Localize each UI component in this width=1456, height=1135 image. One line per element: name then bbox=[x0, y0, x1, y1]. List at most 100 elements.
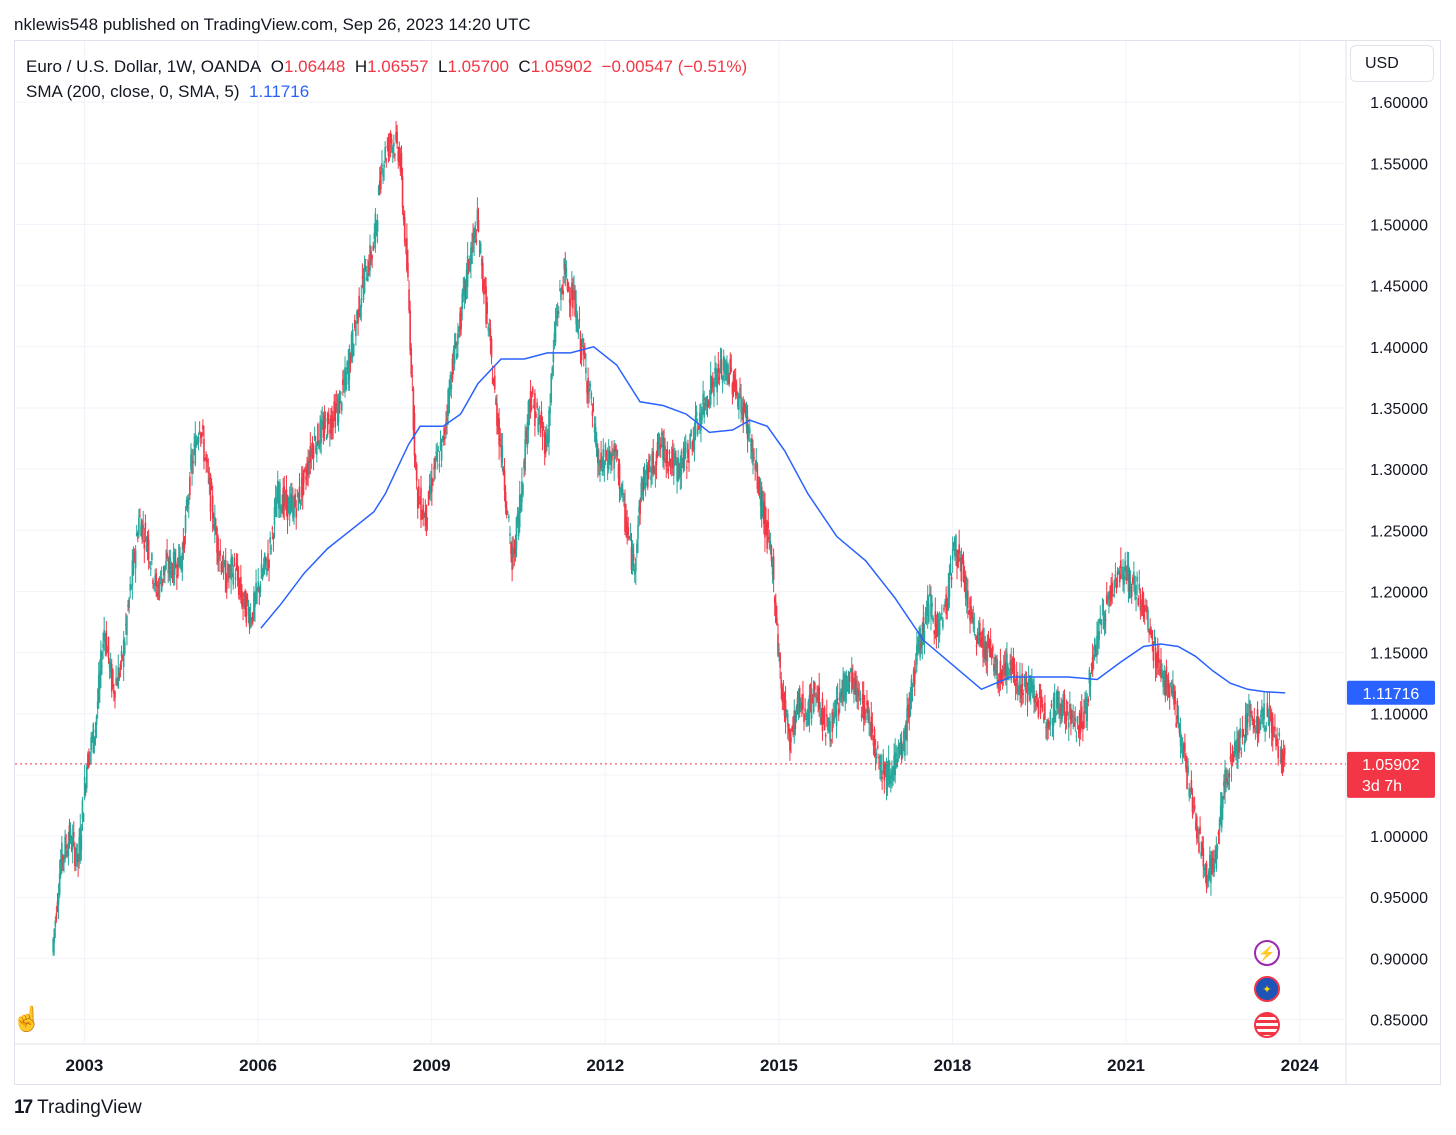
price-candle-body bbox=[668, 451, 671, 454]
price-candle-body bbox=[775, 602, 777, 623]
eu-flag-icon[interactable]: ✦ bbox=[1254, 976, 1280, 1002]
price-candle-body bbox=[151, 553, 153, 560]
price-candle-body bbox=[309, 445, 312, 464]
price-candle-body bbox=[1179, 730, 1182, 747]
price-candle-body bbox=[1063, 694, 1066, 714]
price-candle-body bbox=[1273, 734, 1275, 738]
price-candle-body bbox=[127, 604, 129, 607]
tradingview-logo[interactable]: 17 TradingView bbox=[14, 1097, 142, 1119]
price-candle-body bbox=[184, 514, 187, 534]
price-candle-body bbox=[220, 562, 223, 573]
price-candle-body bbox=[109, 661, 112, 673]
price-candle-body bbox=[266, 568, 268, 575]
price-tick-label: 1.55000 bbox=[1370, 156, 1428, 173]
price-candle-body bbox=[171, 570, 174, 580]
price-candle-body bbox=[606, 461, 609, 469]
price-candle-body bbox=[742, 407, 745, 424]
price-candle-body bbox=[92, 723, 95, 753]
legend-row-sma: SMA (200, close, 0, SMA, 5) 1.11716 bbox=[26, 79, 747, 104]
price-candle-body bbox=[692, 438, 695, 443]
price-candle-body bbox=[677, 457, 679, 481]
price-candle-body bbox=[422, 504, 424, 519]
price-candle-body bbox=[1073, 722, 1075, 727]
price-candle-body bbox=[94, 729, 97, 733]
price-candle-body bbox=[87, 753, 89, 770]
price-candle-body bbox=[578, 319, 581, 321]
price-tick-label: 1.30000 bbox=[1370, 462, 1428, 479]
price-candle-body bbox=[920, 642, 923, 649]
price-candle-body bbox=[1148, 631, 1150, 633]
price-candle-body bbox=[409, 310, 411, 351]
price-candle-body bbox=[131, 560, 134, 586]
lightning-event-icon[interactable]: ⚡ bbox=[1254, 940, 1280, 966]
legend-symbol[interactable]: Euro / U.S. Dollar, 1W, OANDA bbox=[26, 57, 262, 76]
price-candle-body bbox=[1134, 575, 1136, 595]
price-candle-body bbox=[466, 255, 469, 287]
price-candle-body bbox=[885, 766, 888, 790]
price-candle-body bbox=[191, 456, 193, 474]
price-candle-body bbox=[756, 464, 759, 489]
price-candle-body bbox=[636, 543, 638, 554]
price-candle-body bbox=[1268, 705, 1271, 725]
price-candle-body bbox=[106, 650, 109, 653]
price-candle-body bbox=[883, 763, 886, 781]
price-candle-body bbox=[789, 732, 791, 751]
price-candle-body bbox=[719, 360, 722, 370]
price-candle-body bbox=[585, 367, 587, 374]
price-candle-body bbox=[1239, 728, 1242, 738]
price-candle-body bbox=[375, 221, 378, 230]
price-candle-body bbox=[995, 657, 997, 662]
price-candle-body bbox=[989, 639, 992, 658]
price-candle-body bbox=[233, 557, 236, 565]
price-candle-body bbox=[860, 714, 863, 718]
price-candle-body bbox=[1192, 807, 1195, 810]
price-candle-body bbox=[593, 423, 596, 433]
price-candle-body bbox=[434, 457, 436, 469]
price-candle-body bbox=[976, 632, 979, 644]
price-candle-body bbox=[236, 565, 239, 581]
price-candle-body bbox=[502, 468, 505, 475]
currency-button[interactable]: USD bbox=[1350, 45, 1434, 82]
price-candle-body bbox=[1039, 696, 1042, 715]
price-candle-body bbox=[757, 486, 760, 488]
price-candle-body bbox=[219, 550, 222, 556]
price-candle-body bbox=[1276, 737, 1278, 745]
price-candle-body bbox=[432, 484, 434, 486]
price-tick-label: 1.10000 bbox=[1370, 707, 1428, 724]
price-candle-body bbox=[132, 552, 135, 575]
price-candle-body bbox=[797, 692, 800, 706]
us-flag-icon[interactable] bbox=[1254, 1012, 1280, 1038]
price-candle-body bbox=[1041, 703, 1044, 712]
price-candle-body bbox=[1065, 712, 1068, 721]
price-candle-body bbox=[190, 454, 192, 470]
price-candles bbox=[52, 121, 1286, 957]
price-candle-body bbox=[376, 220, 379, 232]
price-candle-body bbox=[974, 637, 977, 639]
price-candle-body bbox=[508, 516, 510, 518]
price-candle-body bbox=[555, 315, 558, 319]
price-candle-body bbox=[1095, 648, 1097, 656]
legend-sma-label[interactable]: SMA (200, close, 0, SMA, 5) bbox=[26, 82, 240, 101]
price-candle-body bbox=[1149, 627, 1151, 635]
price-candle-body bbox=[338, 400, 341, 414]
price-candle-body bbox=[745, 408, 748, 427]
price-candle-body bbox=[790, 737, 792, 743]
price-candle-body bbox=[513, 549, 516, 555]
price-candle-body bbox=[1158, 658, 1160, 663]
price-candle-body bbox=[342, 379, 344, 385]
price-candle-body bbox=[227, 563, 229, 580]
price-candle-body bbox=[333, 401, 335, 411]
price-candle-body bbox=[1162, 673, 1164, 687]
price-candle-body bbox=[74, 846, 76, 866]
price-candle-body bbox=[110, 663, 113, 692]
price-candle-body bbox=[1153, 642, 1156, 645]
price-candle-body bbox=[281, 504, 283, 514]
price-candle-body bbox=[751, 438, 753, 453]
price-candle-body bbox=[1104, 619, 1107, 621]
price-candle-body bbox=[323, 415, 326, 434]
price-candle-body bbox=[1226, 778, 1228, 783]
price-candle-body bbox=[1241, 729, 1244, 738]
price-candle-body bbox=[451, 358, 454, 380]
price-candle-body bbox=[429, 485, 432, 494]
